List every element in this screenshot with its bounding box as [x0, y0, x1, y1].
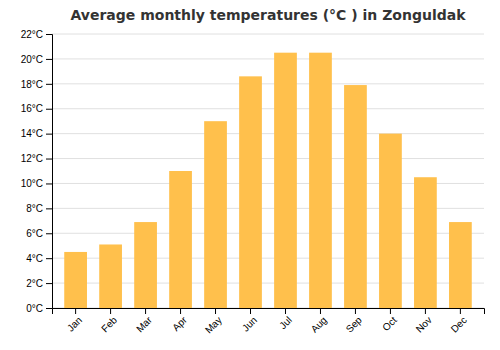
x-tick-label: May [203, 314, 224, 335]
x-tick-mark [110, 308, 111, 314]
y-tick: 2°C [26, 278, 52, 289]
grid-line [52, 58, 484, 59]
x-tick-label: Feb [99, 314, 119, 334]
x-tick-mark [180, 308, 181, 314]
y-tick-label: 14°C [21, 128, 43, 139]
x-tick: Feb [99, 308, 119, 334]
y-tick-label: 18°C [21, 79, 43, 90]
bar [64, 252, 87, 308]
bar [99, 244, 122, 308]
x-tick: Dec [449, 308, 469, 335]
x-tick-mark [355, 308, 356, 314]
y-tick-mark [46, 208, 52, 209]
grid-line [52, 108, 484, 109]
x-tick: Mar [134, 308, 154, 334]
x-tick: Jan [65, 308, 84, 334]
y-tick-label: 12°C [21, 153, 43, 164]
y-tick: 0°C [26, 303, 52, 314]
x-tick-mark [75, 308, 76, 314]
grid-line [52, 83, 484, 84]
x-tick: Oct [380, 308, 399, 333]
x-tick-mark [145, 308, 146, 314]
x-tick-mark [460, 308, 461, 314]
y-tick-mark [46, 134, 52, 135]
y-tick: 20°C [21, 54, 52, 65]
bar [204, 121, 227, 308]
bar [239, 76, 262, 308]
y-tick-mark [46, 59, 52, 60]
y-tick-label: 0°C [26, 303, 43, 314]
y-tick-mark [46, 84, 52, 85]
bars [64, 53, 472, 308]
y-tick-mark [46, 308, 52, 309]
x-tick-label: Aug [309, 314, 329, 334]
y-tick: 6°C [26, 228, 52, 239]
bar [274, 53, 297, 308]
bar [379, 134, 402, 308]
y-tick: 16°C [21, 103, 52, 114]
x-tick-label: Sep [344, 314, 365, 335]
y-tick: 4°C [26, 253, 52, 264]
x-tick-label: Mar [134, 314, 154, 334]
x-tick: Jun [240, 308, 259, 334]
x-tick-label: Apr [170, 314, 189, 333]
chart: Jan Feb Mar Apr May Jun Jul Aug Sep Oct Nov Dec 0°C 2… [0, 0, 500, 350]
plot: Jan Feb Mar Apr May Jun Jul Aug Sep Oct Nov Dec 0°C 2… [21, 29, 485, 336]
y-tick-mark [46, 34, 52, 35]
y-tick-label: 20°C [21, 54, 43, 65]
y-tick: 8°C [26, 203, 52, 214]
bar [449, 222, 472, 308]
y-axis-line [46, 35, 53, 309]
y-tick-label: 6°C [26, 228, 43, 239]
x-tick: May [203, 308, 224, 336]
x-axis: Jan Feb Mar Apr May Jun Jul Aug Sep Oct Nov Dec [53, 308, 485, 336]
x-tick: Nov [414, 308, 434, 335]
y-tick-label: 10°C [21, 178, 43, 189]
x-tick-mark [390, 308, 391, 314]
x-tick-label: Jun [240, 314, 259, 333]
y-tick-mark [46, 283, 52, 284]
bar [134, 222, 157, 308]
y-tick: 12°C [21, 153, 52, 164]
y-tick: 22°C [21, 29, 52, 40]
x-tick-mark [320, 308, 321, 314]
x-tick-label: Jan [65, 314, 84, 333]
y-tick-label: 16°C [21, 103, 43, 114]
y-tick-mark [46, 258, 52, 259]
x-tick: Sep [344, 308, 365, 335]
x-tick-mark [250, 308, 251, 314]
y-tick-label: 8°C [26, 203, 43, 214]
x-tick-label: Jul [277, 314, 294, 331]
bar [414, 177, 437, 308]
x-axis-line [53, 309, 485, 315]
y-tick-label: 2°C [26, 278, 43, 289]
y-tick-mark [46, 233, 52, 234]
x-tick-label: Oct [380, 314, 399, 333]
y-tick-mark [46, 159, 52, 160]
x-tick-mark [425, 308, 426, 314]
x-tick: Aug [309, 308, 329, 335]
x-tick: Jul [277, 308, 294, 331]
y-tick-mark [46, 183, 52, 184]
y-tick: 18°C [21, 79, 52, 90]
x-tick-mark [215, 308, 216, 314]
y-tick: 14°C [21, 128, 52, 139]
bar [309, 53, 332, 308]
grid-line [52, 34, 484, 35]
y-tick: 10°C [21, 178, 52, 189]
grid [52, 34, 484, 308]
y-tick-label: 4°C [26, 253, 43, 264]
x-tick-label: Nov [414, 314, 434, 334]
y-axis: 0°C 2°C 4°C 6°C 8°C 10°C 12°C 14°C 16°C 18°C 20°C 2… [21, 29, 53, 314]
y-tick-mark [46, 109, 52, 110]
grid-line [52, 158, 484, 159]
bar [169, 171, 192, 308]
bar [344, 85, 367, 308]
x-tick-mark [285, 308, 286, 314]
grid-line [52, 133, 484, 134]
y-tick-label: 22°C [21, 29, 43, 40]
x-tick: Apr [170, 308, 189, 333]
title: Average monthly temperatures (°C ) in Zo… [70, 7, 466, 23]
x-tick-label: Dec [449, 314, 469, 334]
